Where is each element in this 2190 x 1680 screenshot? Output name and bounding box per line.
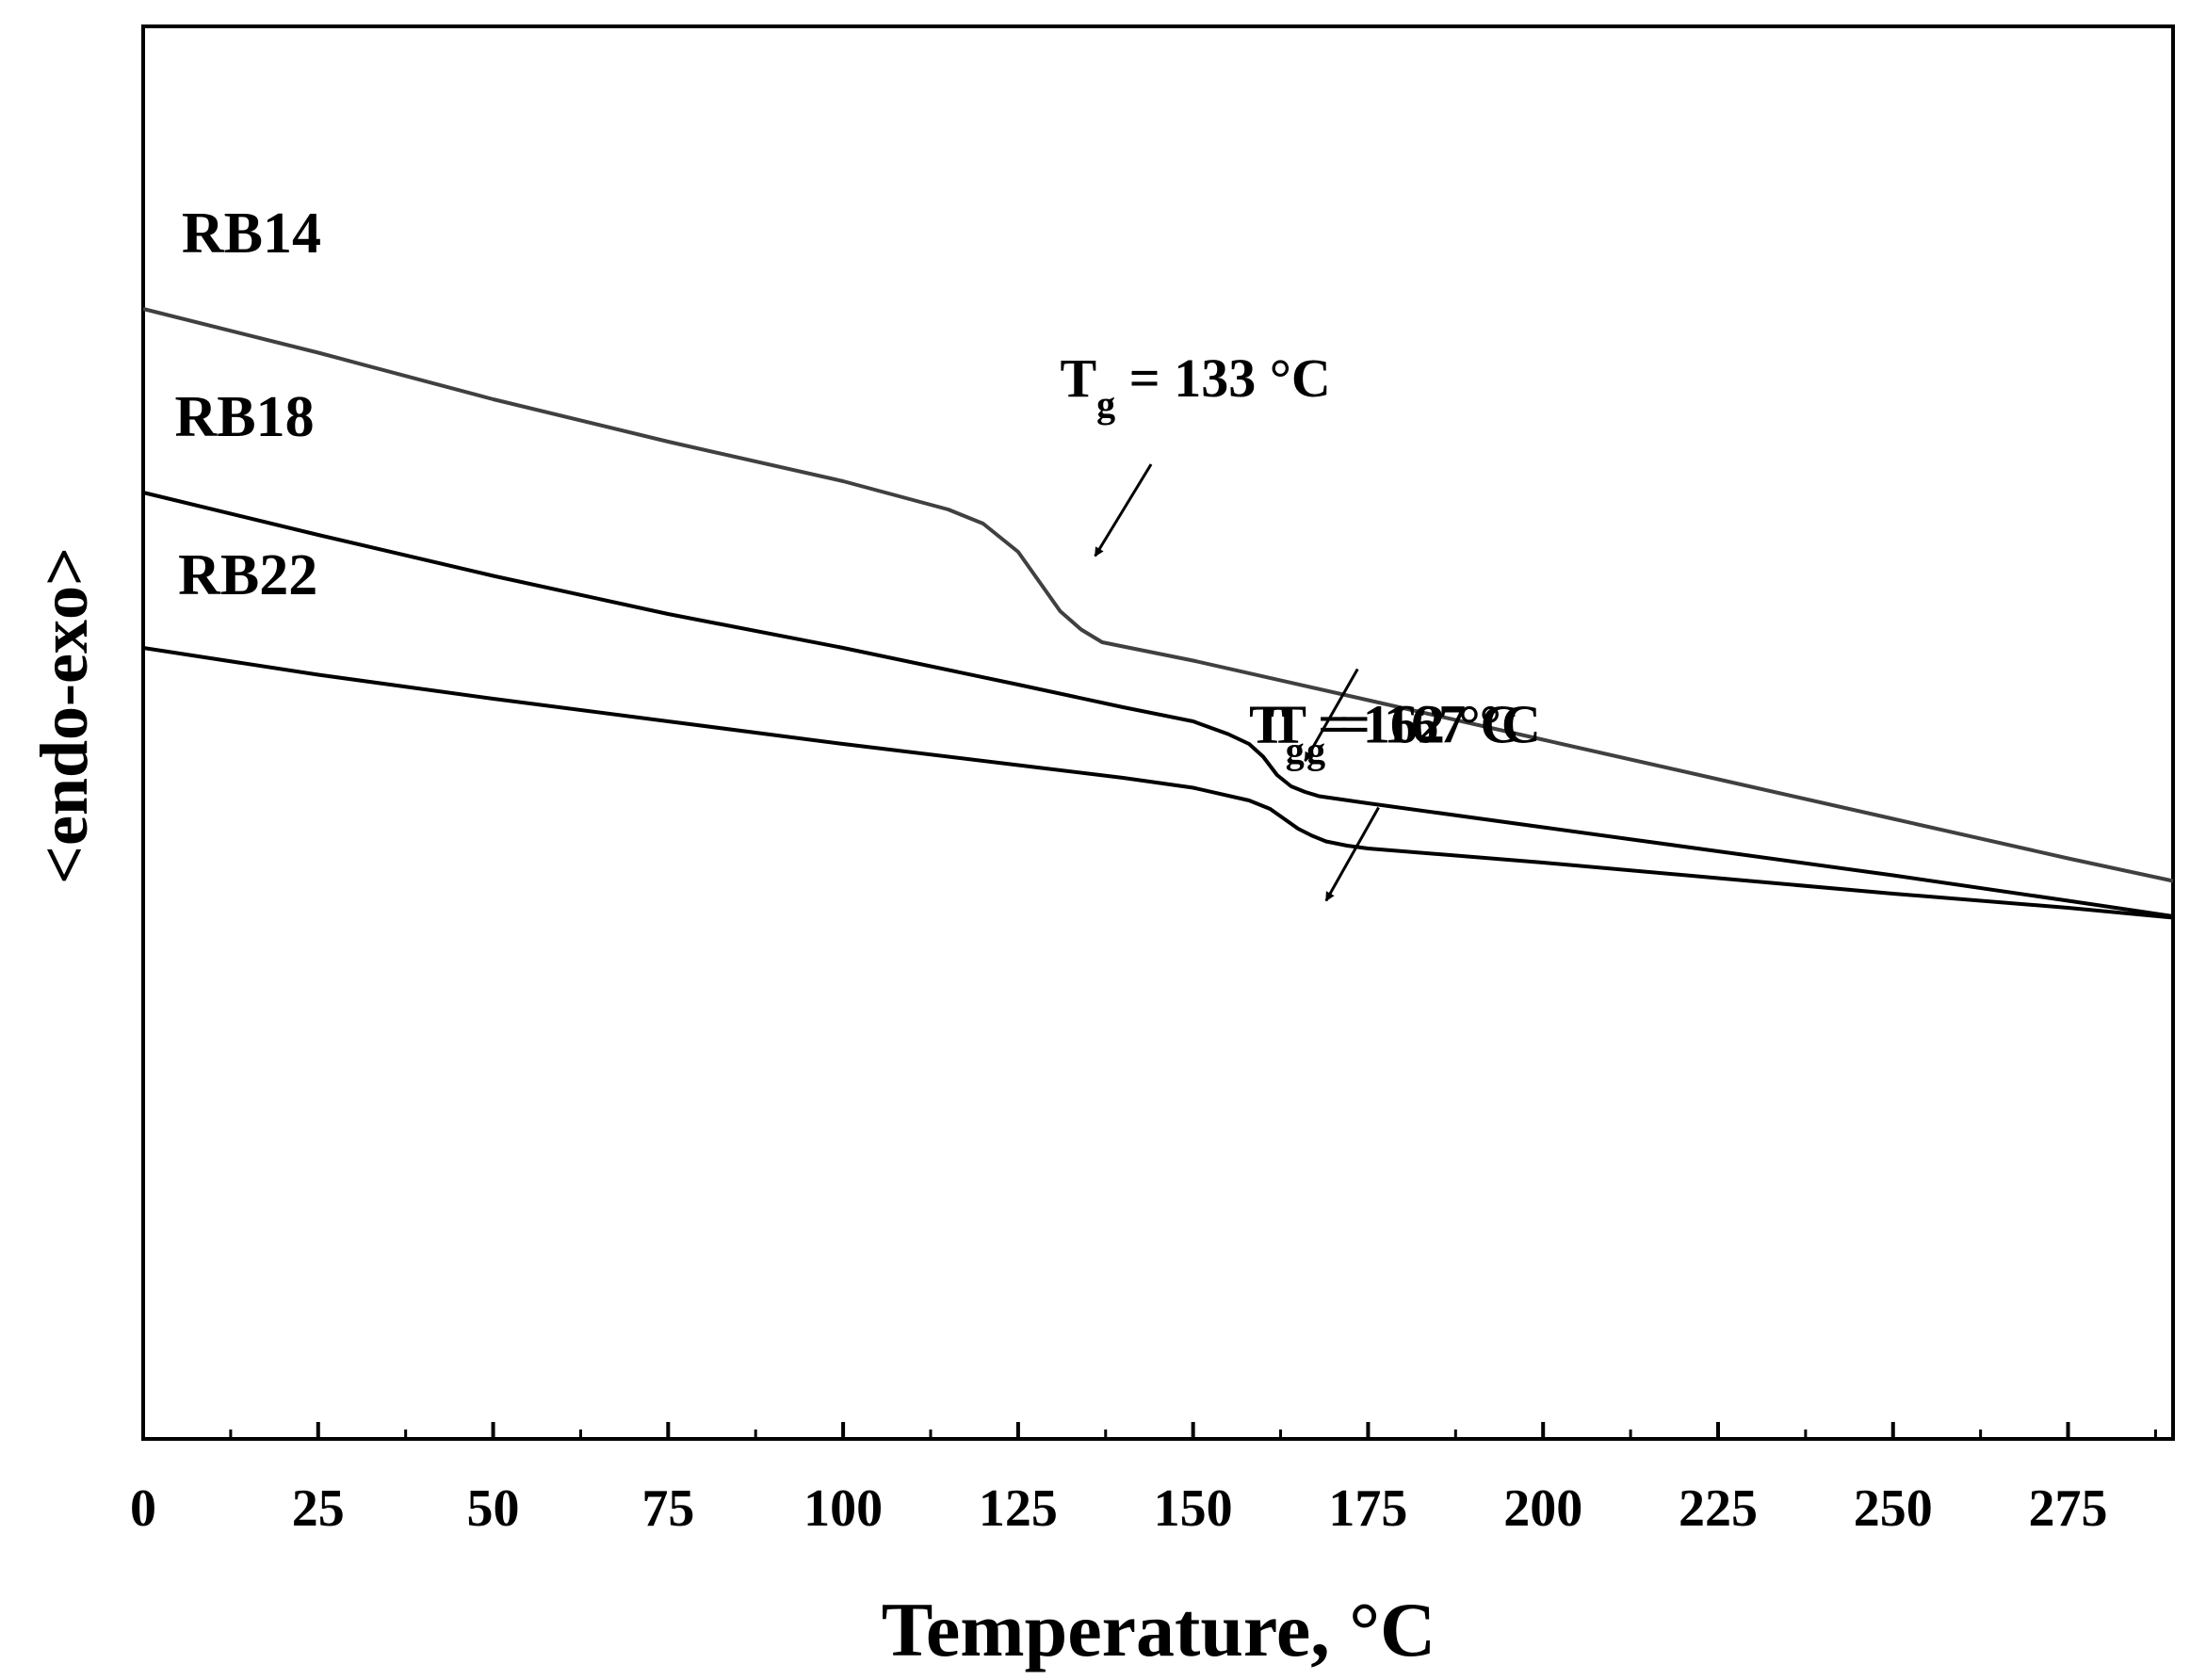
x-tick-label: 75 (641, 1479, 694, 1538)
x-tick-label: 125 (979, 1479, 1058, 1538)
series-line-rb22 (142, 646, 2174, 920)
x-tick-label: 100 (803, 1479, 883, 1538)
tg-arrow-rb22 (1324, 806, 1380, 902)
tg-annotation-rb22: Tg = 167 °C (1270, 694, 1540, 772)
x-tick-label: 225 (1679, 1479, 1758, 1538)
x-tick-label: 150 (1154, 1479, 1233, 1538)
annotation-layer: RB14 RB18 RB22 Tg = 133 °C Tg = 162 °CTg = 1… (174, 202, 1541, 902)
series-line-rb14 (142, 307, 2174, 883)
series-label-rb18: RB18 (174, 385, 314, 449)
x-tick-label: 175 (1328, 1479, 1407, 1538)
tg-arrow-rb18 (1304, 668, 1359, 762)
tg-annotation-rb18: Tg = 162 °C (1249, 694, 1519, 772)
x-axis-label: Temperature, °C (882, 1587, 1436, 1672)
x-tick-label: 275 (2029, 1479, 2108, 1538)
series-layer (142, 307, 2174, 920)
series-line-rb18 (142, 491, 2174, 918)
x-axis-ticks: 0 25 50 75 100 125 150 175 200 225 250 275 (130, 1422, 2157, 1538)
x-tick-label: 50 (467, 1479, 520, 1538)
series-label-rb22: RB22 (178, 543, 317, 607)
x-tick-label: 25 (292, 1479, 345, 1538)
x-tick-label: 0 (130, 1479, 156, 1538)
plot-frame (141, 24, 2175, 1441)
tg-arrow-rb14 (1094, 463, 1153, 557)
series-label-rb14: RB14 (182, 202, 321, 266)
x-tick-label: 200 (1503, 1479, 1582, 1538)
tg-annotation-rb14: Tg = 133 °C (1060, 347, 1330, 426)
y-axis-label: <endo-exo> (26, 547, 102, 884)
x-tick-label: 250 (1854, 1479, 1933, 1538)
